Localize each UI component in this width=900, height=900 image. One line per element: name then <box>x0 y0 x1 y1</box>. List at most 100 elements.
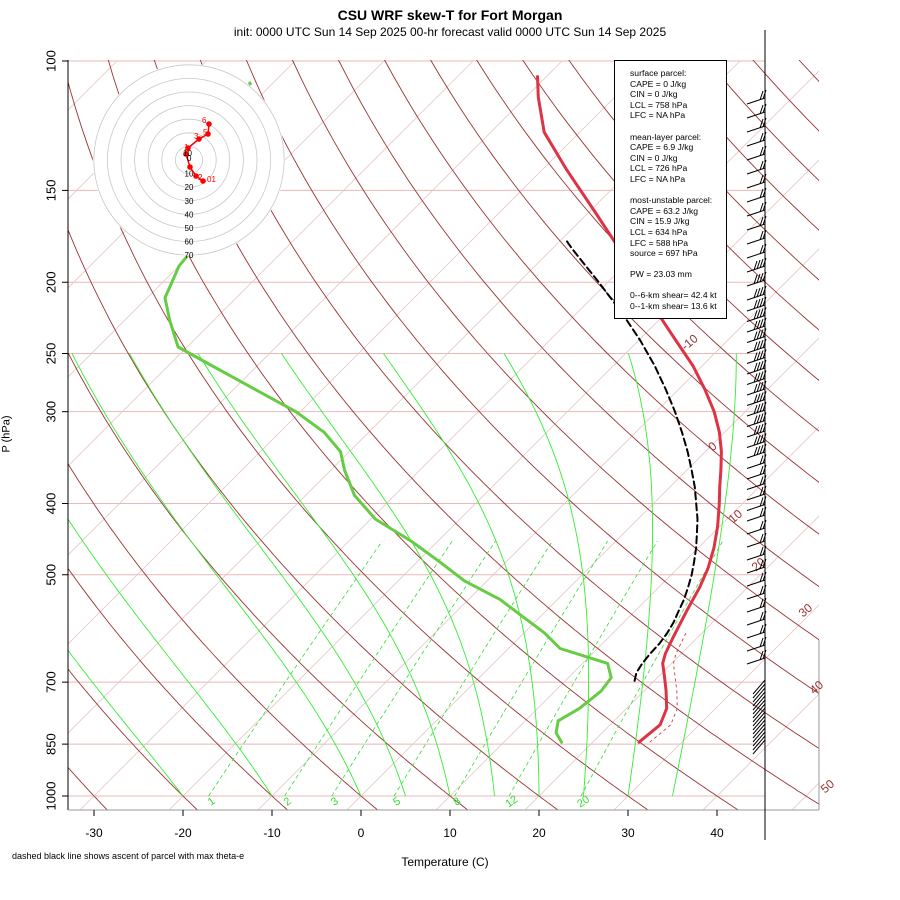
wind-barb-flag <box>762 623 767 634</box>
hodograph-point-label: 2 <box>198 173 203 182</box>
wind-barb-flag <box>762 145 767 156</box>
wind-barb <box>746 378 766 385</box>
wind-barb <box>752 723 766 739</box>
wind-barb-flag <box>756 424 761 435</box>
wind-barb-flag <box>759 650 764 661</box>
wind-barb-flag <box>759 637 764 648</box>
wind-barb-flag <box>756 445 761 456</box>
wind-barbs <box>746 89 767 755</box>
wind-barb-flag <box>762 117 767 128</box>
wind-barb <box>746 325 766 333</box>
wind-barb <box>752 735 766 751</box>
dry-adiabat-line <box>107 60 739 810</box>
wind-barb-flag <box>759 434 764 444</box>
wind-barb-flag <box>759 497 764 507</box>
isotherm-line <box>68 60 652 645</box>
wind-barb <box>752 695 766 711</box>
hodograph-ring-label: 70 <box>185 251 194 260</box>
hodograph-ring-label: 40 <box>185 210 194 219</box>
wind-barb-flag <box>753 352 758 362</box>
wind-barb <box>746 265 766 273</box>
wind-barb <box>746 97 766 105</box>
wind-barb-flag <box>756 319 761 330</box>
wind-barb-flag <box>756 259 761 270</box>
wind-barb <box>746 111 766 119</box>
mixing-ratio-label: 2 <box>282 795 294 808</box>
wind-barb-flag <box>753 415 758 425</box>
y-tick-label: 400 <box>43 493 58 515</box>
wind-barb <box>746 514 766 522</box>
wind-barb-flag <box>762 317 767 328</box>
wind-barb-flag <box>762 506 767 517</box>
hodograph-ring-label: 10 <box>185 170 194 179</box>
x-tick-label: -10 <box>263 826 281 840</box>
hodograph-point <box>185 145 191 151</box>
info-line: LFC = NA hPa <box>630 110 686 121</box>
wind-barb-flag <box>762 89 767 100</box>
wind-barb <box>746 153 766 161</box>
wind-barb <box>746 237 766 245</box>
wind-barb-flag <box>762 422 767 433</box>
info-line: CAPE = 63.2 J/kg <box>630 205 699 216</box>
mixing-ratio-label: 8 <box>451 795 463 808</box>
wind-barb <box>746 223 766 231</box>
wind-barb-flag <box>753 362 758 373</box>
wind-barb <box>746 251 766 259</box>
wind-barb-flag <box>759 611 764 622</box>
wind-barb-flag <box>762 545 767 556</box>
info-line: LCL = 726 hPa <box>630 163 688 174</box>
dewpoint-profile-line <box>163 238 613 744</box>
wind-barb-flag <box>762 496 767 506</box>
hodograph-point <box>205 131 211 137</box>
y-tick-label: 200 <box>43 271 58 293</box>
hodograph-ring-label: 30 <box>185 197 194 206</box>
wind-barb-flag <box>753 260 758 271</box>
x-tick-label: 20 <box>532 826 546 840</box>
info-line: CIN = 15.9 J/kg <box>630 216 690 227</box>
dry-adiabat-line <box>68 351 469 810</box>
wind-barb-flag <box>762 243 767 254</box>
mixing-ratio-label: 5 <box>391 795 403 808</box>
wind-barb <box>746 631 766 639</box>
wind-barb <box>752 679 766 695</box>
dry-adiabat-line <box>68 668 199 810</box>
y-tick-label: 150 <box>43 180 58 202</box>
dry-adiabat-line <box>384 60 819 535</box>
wind-barb <box>752 739 766 755</box>
wind-barb-flag <box>762 338 767 349</box>
isotherm-line <box>68 60 474 467</box>
moist-adiabat-line <box>71 353 362 797</box>
isotherm-line <box>524 515 819 810</box>
wind-barb-flag <box>759 308 764 318</box>
wind-barb-flag <box>759 118 764 129</box>
wind-barb <box>746 293 766 301</box>
wind-barb <box>746 493 766 501</box>
wind-barb-flag <box>759 423 764 434</box>
footnote: dashed black line shows ascent of parcel… <box>12 851 245 861</box>
info-line: LCL = 634 hPa <box>630 226 688 237</box>
wind-barb-flag <box>756 435 761 445</box>
mean-layer-parcel-block: mean-layer parcel: CAPE = 6.9 J/kg CIN =… <box>630 132 726 185</box>
wind-barb-flag <box>759 476 764 486</box>
wind-barb <box>746 644 766 652</box>
wind-barb-flag <box>753 310 758 320</box>
wind-barb-flag <box>756 298 761 309</box>
shear-block: 0--6-km shear= 42.4 kt 0--1-km shear= 13… <box>630 290 726 311</box>
info-line: most-unstable parcel: <box>630 195 713 206</box>
info-line: 0--6-km shear= 42.4 kt <box>630 290 717 301</box>
wind-barb-flag <box>762 475 767 485</box>
wind-barb-flag <box>762 159 767 170</box>
wind-barb-flag <box>759 624 764 635</box>
wind-barb-flag <box>762 636 767 647</box>
wind-barb-flag <box>759 402 764 413</box>
dewpoint-top-mark <box>247 81 253 86</box>
hodograph-point-label: 6 <box>202 116 207 125</box>
dry-adiabat-line <box>245 60 819 695</box>
isotherm-label: 30 <box>796 601 815 621</box>
hodograph-ring-label: 60 <box>185 238 194 247</box>
wind-barb-flag <box>756 330 761 340</box>
wind-barb <box>752 703 766 719</box>
wind-barb-flag <box>753 274 758 285</box>
